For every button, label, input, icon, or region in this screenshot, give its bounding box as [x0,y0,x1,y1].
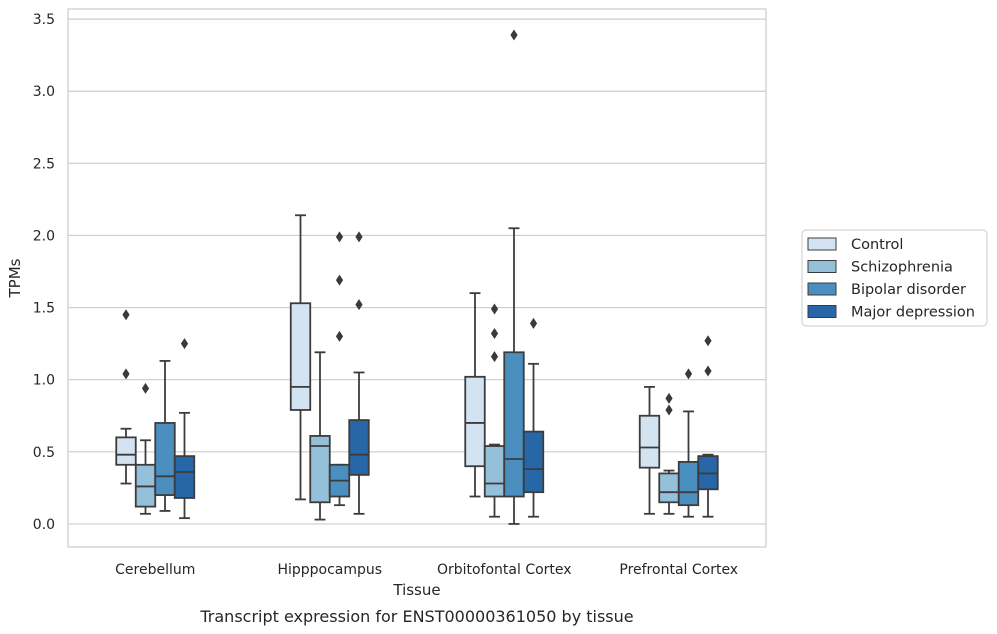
legend-label: Control [851,237,903,253]
legend: Control Schizophrenia Bipolar disorder Majo… [801,229,988,327]
boxes [115,29,719,525]
legend-frame [801,229,988,327]
y-tick-label: 2.0 [33,228,55,244]
y-tick-label: 2.5 [33,156,55,172]
outlier-point [684,368,693,380]
legend-label: Bipolar disorder [851,282,966,298]
y-tick-label: 1.5 [33,301,55,317]
box-prefrontal-cortex-schizophrenia [658,392,680,515]
box-iqr [658,472,680,504]
outlier-point [665,404,673,416]
box-iqr [173,455,196,499]
outlier-point [180,338,189,350]
outlier-point [355,299,363,311]
outlier-point [490,328,499,340]
y-tick-label: 0.0 [33,517,55,533]
outlier-point [704,365,712,377]
x-tick-label: Prefrontal Cortex [619,562,738,578]
box-orbitofontal-cortex-bipolar-disorder [503,29,525,525]
legend-swatch [807,282,837,296]
y-tick-label: 3.5 [33,12,55,28]
box-hipppocampus-control [289,214,312,501]
y-tick-label: 0.5 [33,445,55,461]
box-iqr [677,461,700,507]
box-prefrontal-cortex-control [638,385,661,515]
box-iqr [483,445,506,498]
legend-swatch [807,305,837,318]
y-tick-label: 1.0 [33,373,55,389]
box-cerebellum-schizophrenia [134,382,157,515]
outlier-point [510,29,518,41]
outlier-point [529,317,538,329]
outlier-point [490,351,499,363]
box-orbitofontal-cortex-control [464,292,486,498]
box-hipppocampus-schizophrenia [309,351,331,521]
x-tick-label: Hipppocampus [277,562,382,578]
box-iqr [522,430,545,494]
outlier-point [704,335,712,347]
y-axis-label: TPMs [6,258,24,298]
outlier-point [141,382,150,394]
outlier-point [122,309,130,321]
box-iqr [503,351,525,498]
box-orbitofontal-cortex-schizophrenia [483,303,506,518]
outlier-point [665,392,673,404]
chart-caption: Transcript expression for ENST0000036105… [199,607,633,626]
legend-swatch [807,260,837,273]
box-orbitofontal-cortex-major-depression [522,317,545,518]
legend-swatch [807,237,837,251]
box-iqr [154,422,176,496]
box-prefrontal-cortex-major-depression [697,335,719,518]
box-prefrontal-cortex-bipolar-disorder [677,368,700,518]
outlier-point [490,303,499,315]
box-cerebellum-bipolar-disorder [154,360,176,512]
box-cerebellum-control [115,309,137,485]
box-iqr [638,414,661,469]
plot-frame [67,8,767,548]
legend-label: Schizophrenia [851,260,953,276]
y-tick-label: 3.0 [33,84,55,100]
x-axis-ticks: Cerebellum Hipppocampus Orbitofontal Corte… [115,562,738,578]
box-iqr [464,375,486,468]
outlier-point [335,274,344,286]
box-iqr [115,436,137,466]
x-tick-label: Cerebellum [115,562,195,578]
legend-label: Major depression [851,305,975,321]
box-iqr [348,419,370,476]
outlier-point [335,330,344,342]
outlier-point [355,231,363,243]
box-hipppocampus-bipolar-disorder [328,231,351,507]
y-axis-ticks: 0.0 0.5 1.0 1.5 2.0 2.5 3.0 3.5 [33,12,55,533]
x-tick-label: Orbitofontal Cortex [437,562,572,578]
outlier-point [122,368,130,380]
box-iqr [289,302,312,411]
box-cerebellum-major-depression [173,338,196,520]
box-hipppocampus-major-depression [348,231,370,515]
outlier-point [335,231,344,243]
x-axis-label: Tissue [392,581,440,599]
